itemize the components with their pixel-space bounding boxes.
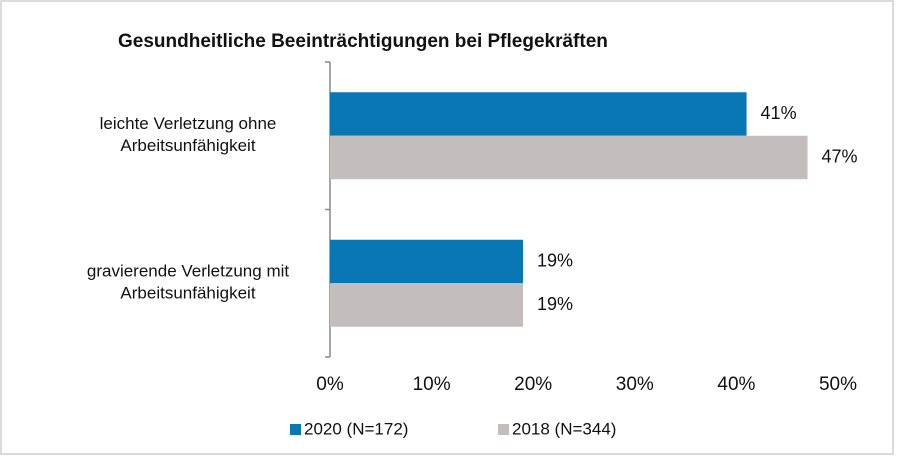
- label-line: leichte Verletzung ohne: [100, 114, 277, 133]
- chart-title: Gesundheitliche Beeinträchtigungen bei P…: [118, 31, 608, 52]
- label-line: Arbeitsunfähigkeit: [120, 136, 255, 155]
- x-tick-label: 20%: [514, 374, 552, 395]
- x-tick-label: 40%: [717, 374, 755, 395]
- x-tick-label: 10%: [413, 374, 451, 395]
- label-line: gravierende Verletzung mit: [87, 262, 290, 281]
- x-tick-label: 0%: [316, 374, 344, 395]
- bar: [330, 92, 747, 136]
- value-label: 19%: [537, 294, 573, 314]
- bar: [330, 239, 524, 284]
- y-tick-label: gravierende Verletzung mit Arbeitsunfähig…: [87, 262, 290, 303]
- value-label: 19%: [537, 250, 573, 270]
- legend-swatch: [290, 424, 301, 435]
- legend-label: 2020 (N=172): [304, 419, 408, 438]
- x-tick-label: 50%: [819, 374, 857, 395]
- bar: [330, 283, 524, 327]
- legend-label: 2018 (N=344): [512, 419, 616, 438]
- bar: [330, 135, 808, 180]
- legend-swatch: [498, 424, 509, 435]
- label-line: Arbeitsunfähigkeit: [120, 284, 255, 303]
- value-label: 41%: [761, 103, 797, 123]
- x-tick-label: 30%: [616, 374, 654, 395]
- y-tick-label: leichte Verletzung ohne Arbeitsunfähigkei…: [100, 114, 277, 155]
- value-label: 47%: [822, 146, 858, 166]
